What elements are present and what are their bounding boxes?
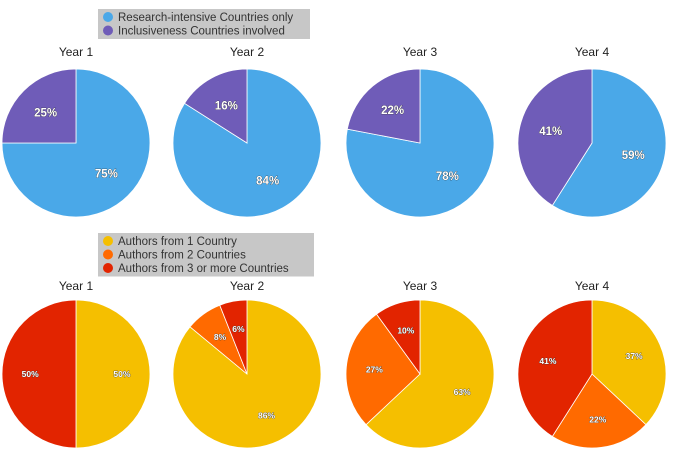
- pie-slice: [219, 299, 248, 375]
- pie-title: Year 4: [575, 279, 610, 293]
- pie-slice: [1, 68, 77, 144]
- slice-data-label: 10%: [397, 325, 414, 335]
- pie-slice: [517, 299, 593, 438]
- slice-data-label: 75%: [95, 168, 118, 180]
- pie-slice: [75, 299, 151, 449]
- pie-title: Year 1: [59, 279, 94, 293]
- slice-data-label: 50%: [22, 369, 39, 379]
- slice-data-label: 41%: [539, 126, 562, 138]
- slice-data-label: 8%: [214, 332, 227, 342]
- pie-slice: [591, 299, 667, 426]
- legend-label: Authors from 3 or more Countries: [118, 263, 289, 275]
- pie-slice: [183, 68, 248, 144]
- legend-label: Research-intensive Countries only: [118, 12, 293, 24]
- pie-slice: [551, 373, 647, 449]
- legend-box: [98, 9, 310, 39]
- slice-data-label: 16%: [215, 100, 238, 112]
- legend-swatch: [103, 12, 113, 22]
- pie-slice: [1, 68, 151, 218]
- legend-swatch: [103, 263, 113, 273]
- pie-title: Year 3: [403, 279, 438, 293]
- legend-label: Authors from 2 Countries: [118, 250, 246, 262]
- slice-data-label: 41%: [539, 356, 556, 366]
- pie-title: Year 4: [575, 45, 610, 59]
- slice-data-label: 59%: [622, 150, 645, 162]
- pie-slice: [517, 68, 593, 207]
- legend-swatch: [103, 249, 113, 260]
- pie-chart-group-1: Research-intensive Countries only Inclusi…: [1, 9, 667, 218]
- pie-slice: [345, 313, 421, 426]
- pie-title: Year 1: [59, 45, 94, 59]
- legend-label: Authors from 1 Country: [118, 236, 237, 248]
- slice-data-label: 6%: [232, 324, 245, 334]
- legend-label: Inclusiveness Countries involved: [118, 26, 285, 38]
- slice-data-label: 27%: [366, 365, 383, 375]
- slice-data-label: 22%: [589, 414, 606, 424]
- legend-swatch: [103, 236, 113, 246]
- pie-chart-group-2: Authors from 1 Country Authors from 2 Cou…: [1, 233, 667, 449]
- pie-slice: [346, 68, 421, 144]
- slice-data-label: 86%: [258, 410, 275, 420]
- slice-data-label: 22%: [381, 105, 404, 117]
- slice-data-label: 78%: [436, 171, 459, 183]
- pie-title: Year 2: [230, 279, 265, 293]
- pie-title: Year 2: [230, 45, 265, 59]
- slice-data-label: 25%: [34, 108, 57, 120]
- slice-data-label: 50%: [113, 369, 130, 379]
- slice-data-label: 84%: [256, 176, 279, 188]
- pie-title: Year 3: [403, 45, 438, 59]
- slice-data-label: 63%: [454, 387, 471, 397]
- pie-slice: [1, 299, 77, 449]
- pie-slice: [345, 68, 495, 218]
- pie-slice: [375, 299, 421, 376]
- slice-data-label: 37%: [626, 351, 643, 361]
- pie-slice: [365, 299, 495, 449]
- pie-slice: [551, 68, 667, 218]
- legend-box: [98, 233, 314, 277]
- pie-slice: [172, 299, 322, 449]
- legend-swatch: [103, 25, 113, 36]
